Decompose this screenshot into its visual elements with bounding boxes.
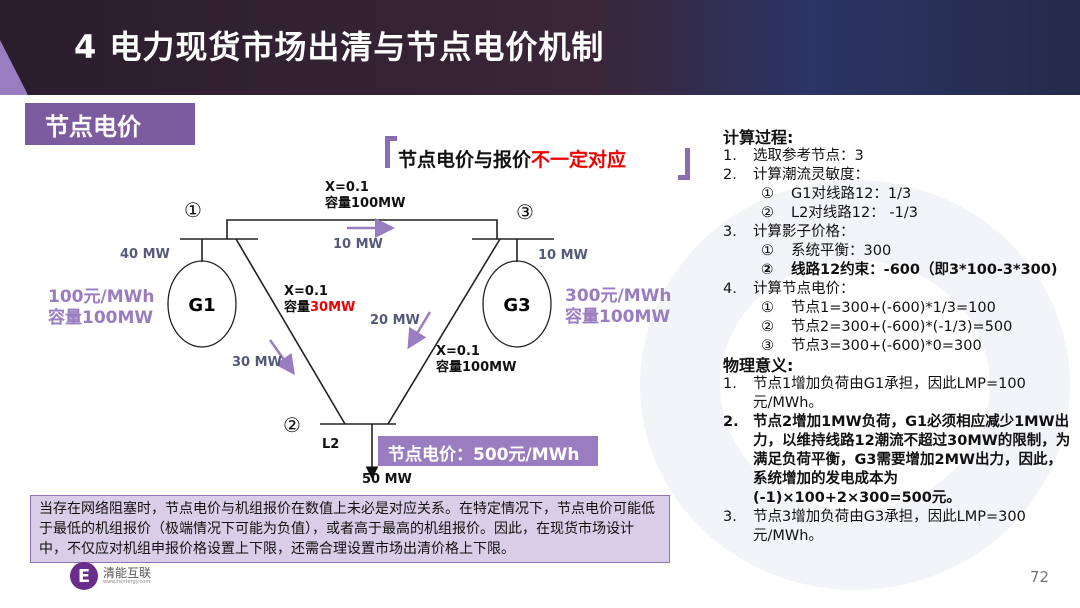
item-text: 线路12约束：-600（即3*100-3*300) bbox=[791, 262, 1058, 278]
item-marker: ① bbox=[761, 186, 774, 202]
node-price-box: 节点电价：500元/MWh bbox=[378, 436, 598, 466]
g3-label: G3 bbox=[503, 295, 530, 316]
calc-steps: 1. 选取参考节点：3 2. 计算潮流灵敏度： ① G1对线路12：1/3 ② L2对线路12… bbox=[723, 147, 1073, 356]
list-item: 1. 选取参考节点：3 bbox=[723, 147, 1073, 166]
item-marker: ③ bbox=[761, 338, 774, 354]
item-text: 节点3增加负荷由G3承担，因此LMP=300元/MWh。 bbox=[753, 509, 1026, 544]
line-13 bbox=[226, 219, 498, 239]
network-diagram: G1 G3 bbox=[167, 218, 554, 480]
list-item: 2. 节点2增加1MW负荷，G1必须相应减少1MW出力，以维持线路12潮流不超过3… bbox=[723, 413, 1073, 508]
item-text: 计算潮流灵敏度： bbox=[753, 167, 869, 183]
item-marker: ② bbox=[761, 262, 774, 278]
load-label: L2 bbox=[322, 437, 340, 452]
callout-text: 节点电价与报价 bbox=[398, 149, 532, 171]
item-marker: 2. bbox=[723, 414, 739, 430]
item-marker: ② bbox=[761, 205, 774, 221]
generator-g1 bbox=[167, 260, 237, 348]
item-text: 节点2=300+(-600)*(-1/3)=500 bbox=[791, 319, 1013, 335]
page-number: 72 bbox=[1030, 568, 1050, 586]
line32-cap: 容量100MW bbox=[436, 360, 517, 375]
decorative-triangle bbox=[0, 40, 28, 95]
header-banner bbox=[0, 0, 1080, 95]
g1-label: G1 bbox=[188, 295, 215, 316]
section-title: 节点电价 bbox=[25, 103, 195, 145]
list-item: ② 节点2=300+(-600)*(-1/3)=500 bbox=[723, 318, 1073, 337]
g1-cap: 容量100MW bbox=[48, 308, 154, 328]
bracket-left bbox=[385, 136, 397, 168]
calc-title: 计算过程: bbox=[723, 128, 794, 147]
item-text: 计算节点电价： bbox=[753, 281, 855, 297]
item-marker: 4. bbox=[723, 281, 737, 297]
item-text: L2对线路12： -1/3 bbox=[791, 205, 918, 221]
item-marker: 3. bbox=[723, 509, 737, 525]
list-item: ① 系统平衡：300 bbox=[723, 242, 1073, 261]
callout: 节点电价与报价不一定对应 bbox=[385, 136, 690, 180]
list-item: ① 节点1=300+(-600)*1/3=100 bbox=[723, 299, 1073, 318]
company-logo: E 清能互联 www.tsintergy.com bbox=[70, 562, 151, 590]
flow-arrow-32 bbox=[407, 311, 432, 350]
item-text: 节点2增加1MW负荷，G1必须相应减少1MW出力，以维持线路12潮流不超过30M… bbox=[753, 414, 1071, 506]
g3-info: 300元/MWh 容量100MW bbox=[565, 286, 671, 328]
callout-highlight: 不一定对应 bbox=[531, 149, 627, 171]
line-12 bbox=[235, 238, 346, 425]
g3-cap: 容量100MW bbox=[565, 307, 671, 327]
item-text: 计算影子价格： bbox=[753, 224, 855, 240]
g1-output: 40 MW bbox=[120, 247, 170, 262]
item-marker: 2. bbox=[723, 167, 737, 183]
note-box: 当存在网络阻塞时，节点电价与机组报价在数值上未必是对应关系。在特定情况下，节点电… bbox=[30, 495, 670, 563]
node-1-label: ① bbox=[184, 198, 202, 222]
line13-x: X=0.1 bbox=[325, 180, 369, 195]
line13-cap: 容量100MW bbox=[325, 196, 406, 211]
line12-x: X=0.1 bbox=[284, 284, 328, 299]
list-item: ③ 节点3=300+(-600)*0=300 bbox=[723, 337, 1073, 356]
list-item: 4. 计算节点电价： bbox=[723, 280, 1073, 299]
line12-flow: 30 MW bbox=[232, 355, 282, 370]
node-2-label: ② bbox=[283, 413, 301, 437]
item-marker: 1. bbox=[723, 376, 737, 392]
logo-url: www.tsintergy.com bbox=[103, 579, 151, 585]
line13-flow: 10 MW bbox=[333, 237, 383, 252]
logo-mark: E bbox=[70, 562, 98, 590]
line32-x: X=0.1 bbox=[436, 344, 480, 359]
list-item: 3. 节点3增加负荷由G3承担，因此LMP=300元/MWh。 bbox=[723, 508, 1073, 546]
logo-name: 清能互联 bbox=[103, 566, 152, 580]
g3-price: 300元/MWh bbox=[565, 286, 672, 306]
g3-output: 10 MW bbox=[538, 248, 588, 263]
item-marker: 1. bbox=[723, 148, 737, 164]
item-text: 选取参考节点：3 bbox=[753, 148, 864, 164]
item-text: 系统平衡：300 bbox=[791, 243, 892, 259]
item-text: G1对线路12：1/3 bbox=[791, 186, 912, 202]
line12-cap-value: 30MW bbox=[310, 300, 356, 315]
bracket-right bbox=[678, 148, 690, 180]
item-marker: 3. bbox=[723, 224, 737, 240]
meaning-list: 1. 节点1增加负荷由G1承担，因此LMP=100元/MWh。 2. 节点2增加1MW… bbox=[723, 375, 1073, 546]
explanation-panel: 计算过程: 1. 选取参考节点：3 2. 计算潮流灵敏度： ① G1对线路12：1/3 ② L… bbox=[723, 128, 1073, 546]
list-item: ② L2对线路12： -1/3 bbox=[723, 204, 1073, 223]
meaning-title: 物理意义: bbox=[723, 356, 794, 375]
g1-price: 100元/MWh bbox=[48, 287, 155, 307]
page-title: 4 电力现货市场出清与节点电价机制 bbox=[74, 28, 605, 66]
generator-g3 bbox=[482, 260, 552, 348]
line12-cap-prefix: 容量 bbox=[284, 300, 311, 315]
item-text: 节点3=300+(-600)*0=300 bbox=[791, 338, 982, 354]
list-item: 1. 节点1增加负荷由G1承担，因此LMP=100元/MWh。 bbox=[723, 375, 1073, 413]
item-text: 节点1=300+(-600)*1/3=100 bbox=[791, 300, 996, 316]
item-marker: ② bbox=[761, 319, 774, 335]
list-item: ② 线路12约束：-600（即3*100-3*300) bbox=[723, 261, 1073, 280]
line-32 bbox=[387, 238, 501, 425]
line32-flow: 20 MW bbox=[370, 313, 420, 328]
node-3-label: ③ bbox=[516, 200, 534, 224]
line12-label: X=0.1 容量30MW bbox=[284, 284, 355, 316]
flow-arrow-12 bbox=[268, 339, 295, 376]
list-item: ① G1对线路12：1/3 bbox=[723, 185, 1073, 204]
item-marker: ① bbox=[761, 243, 774, 259]
g1-info: 100元/MWh 容量100MW bbox=[48, 287, 154, 329]
list-item: 2. 计算潮流灵敏度： bbox=[723, 166, 1073, 185]
item-marker: ① bbox=[761, 300, 774, 316]
load-value: 50 MW bbox=[362, 472, 412, 487]
item-text: 节点1增加负荷由G1承担，因此LMP=100元/MWh。 bbox=[753, 376, 1026, 411]
list-item: 3. 计算影子价格： bbox=[723, 223, 1073, 242]
line13-label: X=0.1 容量100MW bbox=[325, 180, 405, 212]
line32-label: X=0.1 容量100MW bbox=[436, 344, 516, 376]
